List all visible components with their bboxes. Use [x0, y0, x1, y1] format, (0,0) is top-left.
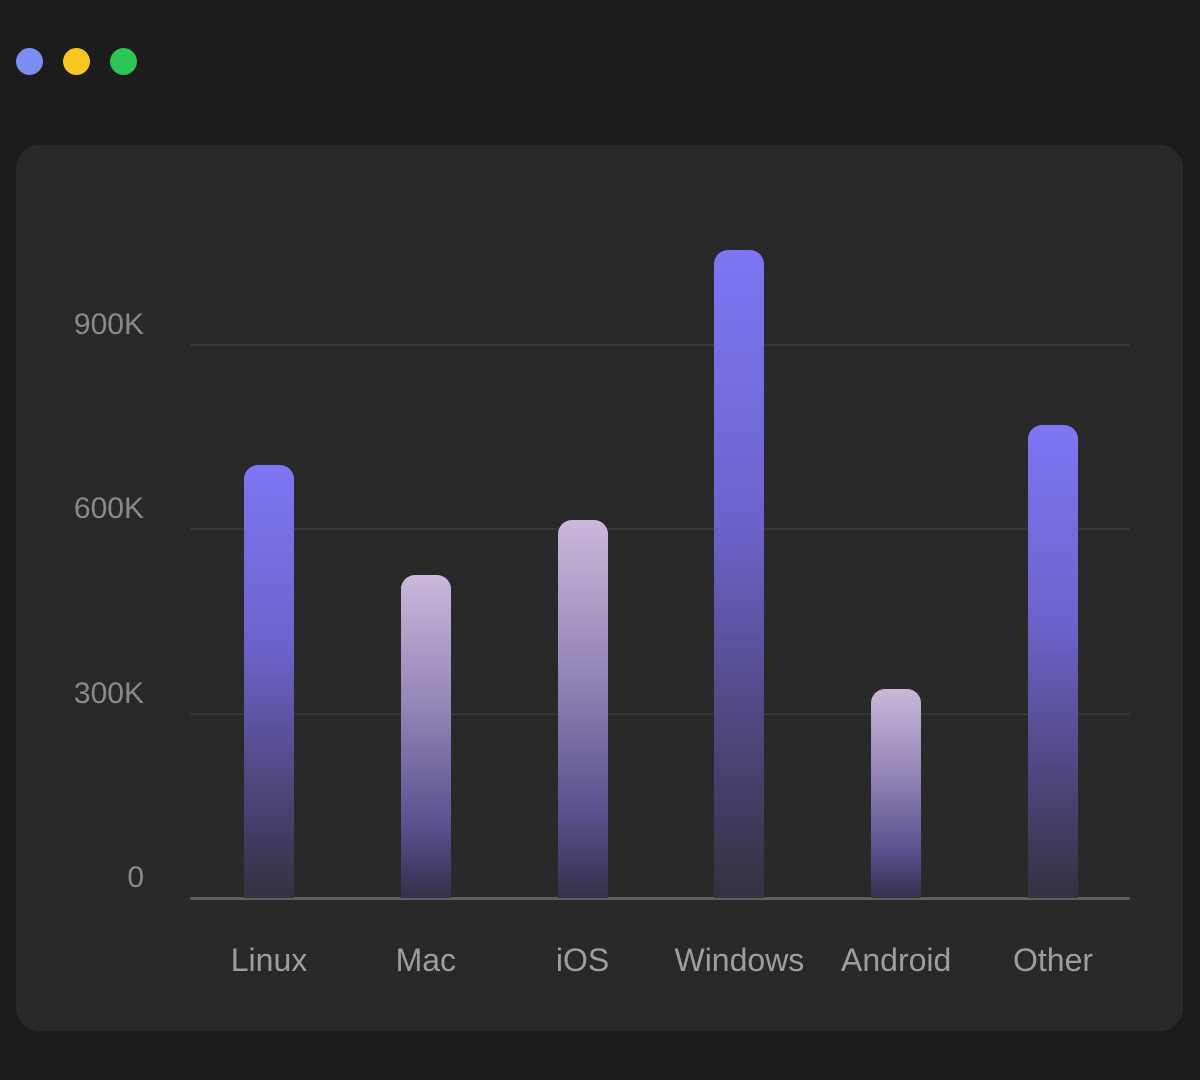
x-axis-label-other: Other	[1012, 942, 1094, 978]
gridline-600k	[190, 528, 1130, 531]
bar-mac[interactable]	[400, 575, 451, 898]
bar-other[interactable]	[1028, 424, 1078, 898]
chart-card: 0 300K 600K 900K Linux Mac iOS Windows Android Ot…	[16, 145, 1183, 1031]
y-axis-tick-label: 300K	[73, 676, 144, 710]
x-axis-label-mac: Mac	[395, 942, 457, 978]
window-dot-green[interactable]	[110, 48, 137, 75]
y-axis-tick-label: 600K	[73, 492, 144, 526]
x-axis-label-linux: Linux	[230, 942, 308, 978]
y-axis-tick-label: 0	[127, 861, 144, 894]
x-axis-label-ios: iOS	[555, 942, 610, 978]
x-axis-label-android: Android	[841, 942, 952, 978]
x-axis-line	[190, 897, 1130, 900]
gridline-300k	[190, 712, 1130, 715]
bar-windows[interactable]	[714, 249, 765, 898]
gridline-900k	[190, 344, 1130, 346]
window-dot-blue[interactable]	[16, 48, 43, 75]
x-axis-label-windows: Windows	[674, 942, 805, 978]
bar-android[interactable]	[871, 689, 922, 898]
window-dot-yellow[interactable]	[63, 48, 90, 75]
window-controls	[16, 48, 137, 75]
bar-linux[interactable]	[244, 464, 294, 898]
bar-ios[interactable]	[557, 520, 608, 898]
y-axis-tick-label: 900K	[73, 308, 144, 341]
